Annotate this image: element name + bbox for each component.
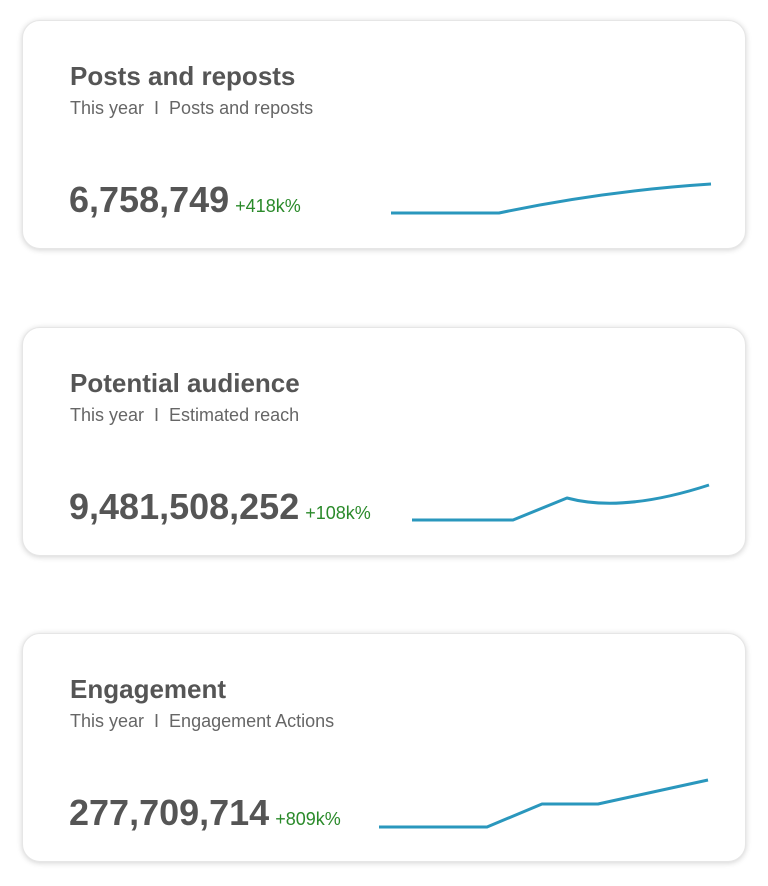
- delta-badge: +809k%: [275, 809, 341, 829]
- card-engagement[interactable]: Engagement This year I Engagement Actions …: [22, 633, 746, 862]
- sparkline-path: [379, 778, 709, 829]
- card-potential-audience[interactable]: Potential audience This year I Estimated r…: [22, 327, 746, 556]
- metric-value-row: 6,758,749 +418k%: [69, 179, 301, 221]
- metric-label: Posts and reposts: [169, 98, 314, 118]
- separator: I: [154, 98, 160, 118]
- metric-value: 6,758,749: [69, 179, 230, 220]
- sparkline-path: [391, 182, 712, 215]
- separator: I: [154, 405, 160, 425]
- card-posts-and-reposts[interactable]: Posts and reposts This year I Posts and re…: [22, 20, 746, 249]
- card-subtitle: This year I Estimated reach: [70, 405, 299, 426]
- metric-label: Estimated reach: [169, 405, 300, 425]
- period-label: This year: [70, 405, 145, 425]
- delta-badge: +418k%: [235, 196, 301, 216]
- metric-value: 277,709,714: [69, 792, 270, 833]
- metric-value: 9,481,508,252: [69, 486, 300, 527]
- delta-badge: +108k%: [305, 503, 371, 523]
- period-label: This year: [70, 98, 145, 118]
- card-title: Posts and reposts: [70, 61, 296, 91]
- card-title: Potential audience: [70, 368, 300, 398]
- metric-value-row: 277,709,714 +809k%: [69, 792, 341, 834]
- metric-label: Engagement Actions: [169, 711, 335, 731]
- card-subtitle: This year I Posts and reposts: [70, 98, 313, 119]
- card-title: Engagement: [70, 674, 227, 704]
- separator: I: [154, 711, 160, 731]
- period-label: This year: [70, 711, 145, 731]
- card-subtitle: This year I Engagement Actions: [70, 711, 334, 732]
- sparkline-path: [412, 483, 710, 522]
- metric-value-row: 9,481,508,252 +108k%: [69, 486, 371, 528]
